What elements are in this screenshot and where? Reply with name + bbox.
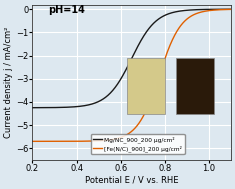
- Mg/NC_900_200 µg/cm²: [225, 8, 227, 10]
- Mg/NC_900_200 µg/cm²: [229, 8, 232, 10]
- Mg/NC_900_200 µg/cm²: [194, 9, 196, 11]
- Line: [Fe(N/C)_900]_200 µg/cm²: [Fe(N/C)_900]_200 µg/cm²: [32, 9, 231, 141]
- Bar: [127, 58, 165, 114]
- [Fe(N/C)_900]_200 µg/cm²: [126, 133, 129, 135]
- Mg/NC_900_200 µg/cm²: [138, 42, 141, 44]
- [Fe(N/C)_900]_200 µg/cm²: [229, 8, 232, 11]
- [Fe(N/C)_900]_200 µg/cm²: [194, 13, 196, 15]
- [Fe(N/C)_900]_200 µg/cm²: [31, 140, 34, 143]
- [Fe(N/C)_900]_200 µg/cm²: [125, 134, 128, 136]
- Mg/NC_900_200 µg/cm²: [125, 67, 128, 70]
- Y-axis label: Current density j / mA/cm²: Current density j / mA/cm²: [4, 26, 13, 138]
- [Fe(N/C)_900]_200 µg/cm²: [225, 8, 227, 11]
- Mg/NC_900_200 µg/cm²: [149, 26, 152, 28]
- Bar: [176, 58, 214, 114]
- Mg/NC_900_200 µg/cm²: [126, 65, 129, 67]
- [Fe(N/C)_900]_200 µg/cm²: [149, 99, 152, 101]
- [Fe(N/C)_900]_200 µg/cm²: [138, 121, 141, 123]
- Mg/NC_900_200 µg/cm²: [31, 107, 34, 109]
- Text: pH=14: pH=14: [48, 5, 85, 15]
- Line: Mg/NC_900_200 µg/cm²: Mg/NC_900_200 µg/cm²: [32, 9, 231, 108]
- Legend: Mg/NC_900_200 µg/cm², [Fe(N/C)_900]_200 µg/cm²: Mg/NC_900_200 µg/cm², [Fe(N/C)_900]_200 …: [91, 134, 184, 154]
- X-axis label: Potential E / V vs. RHE: Potential E / V vs. RHE: [85, 176, 178, 185]
